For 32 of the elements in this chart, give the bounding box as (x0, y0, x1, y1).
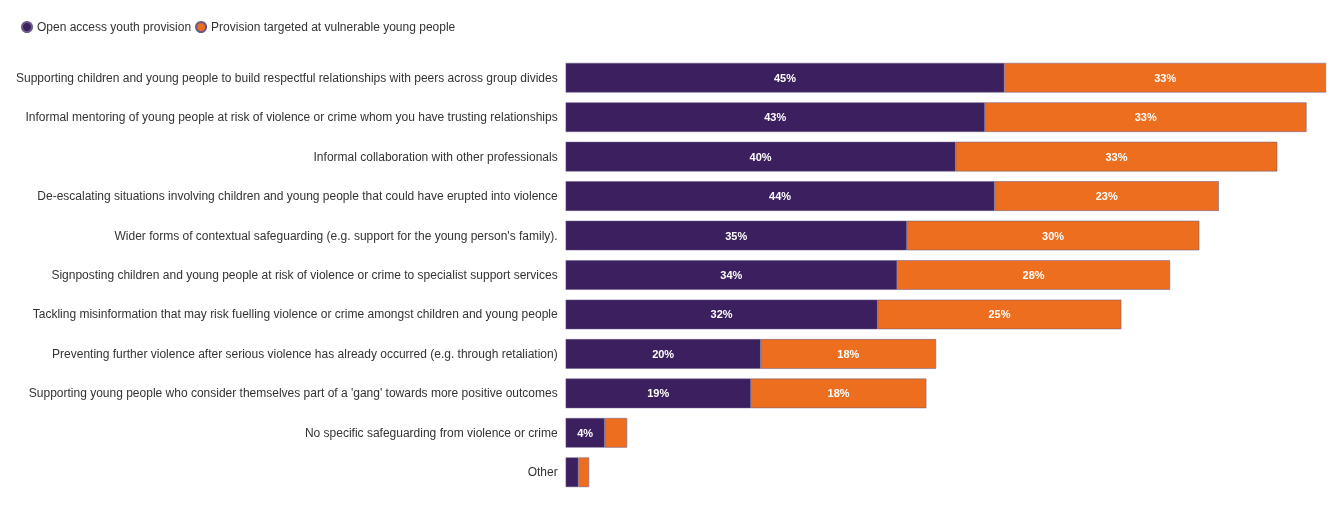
y-tick-label: Informal collaboration with other professionals (313, 149, 558, 164)
y-tick-label: Supporting young people who consider themselves part of a 'gang' towards more positive outcomes (28, 386, 558, 401)
data-label: 33% (1105, 150, 1128, 163)
data-label: 40% (749, 150, 772, 163)
data-label: 32% (710, 308, 733, 321)
y-tick-label: Signposting children and young people at risk of violence or crime to specialist support services (51, 268, 558, 282)
data-label: 44% (769, 190, 792, 203)
data-label: 33% (1134, 111, 1157, 124)
data-label: 20% (652, 347, 675, 360)
y-tick-label: Other (527, 465, 558, 480)
y-tick-label: Supporting children and young people to build respectful relationships with peers across group divides (15, 70, 558, 85)
data-label: 30% (1042, 229, 1065, 242)
data-label: 35% (725, 229, 748, 242)
y-tick-label: Informal mentoring of young people at risk of violence or crime whom you have trusting relationships (25, 110, 558, 125)
data-label: 34% (720, 269, 743, 281)
data-label: 18% (827, 387, 850, 400)
legend-label: Open access youth provision (37, 20, 192, 34)
data-label: 28% (1022, 269, 1045, 281)
y-tick-label: De-escalating situations involving children and young people that could have erupted into violence (37, 189, 558, 204)
data-label: 45% (773, 71, 797, 84)
data-label: 19% (647, 387, 670, 400)
y-tick-label: Wider forms of contextual safeguarding (e.g. support for the young person's family). (114, 228, 558, 243)
legend-label: Provision targeted at vulnerable young people (211, 20, 456, 34)
y-tick-label: Tackling misinformation that may risk fuelling violence or crime amongst children and young people (32, 307, 558, 322)
data-label: 25% (988, 308, 1011, 321)
data-label: 23% (1095, 190, 1118, 203)
data-label: 4% (577, 426, 594, 439)
y-tick-label: Preventing further violence after serious violence has already occurred (e.g. through retaliation) (52, 346, 558, 361)
data-label: 33% (1154, 71, 1177, 84)
y-tick-label: No specific safeguarding from violence or crime (304, 425, 558, 440)
data-label: 18% (837, 347, 860, 360)
data-label: 43% (764, 111, 787, 124)
